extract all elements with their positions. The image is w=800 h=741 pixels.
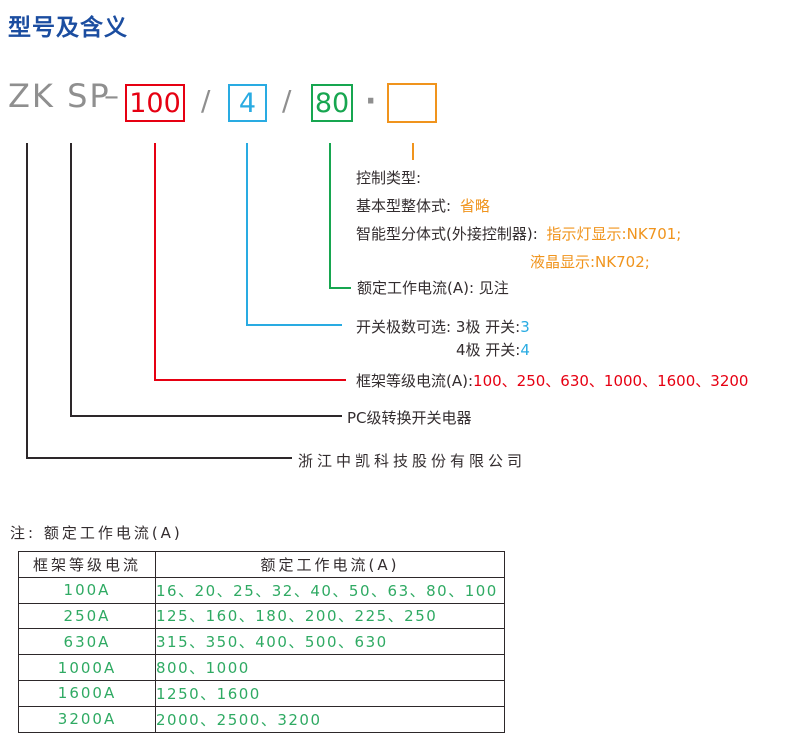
- table-cell-rated: 16、20、25、32、40、50、63、80、100: [155, 576, 505, 604]
- connector-frame-vertical: [154, 143, 156, 381]
- table-cell-frame: 3200A: [18, 705, 156, 733]
- annotation-poles-line1: 开关极数可选: 3极 开关:3: [356, 318, 530, 336]
- model-code-slash-1: /: [201, 84, 211, 117]
- annotation-poles-line2: 4极 开关:4: [456, 341, 530, 359]
- model-code-dot: ·: [365, 84, 377, 119]
- connector-company-vertical: [26, 143, 28, 459]
- table-header-rated: 额定工作电流(A): [155, 551, 505, 578]
- connector-product-vertical: [70, 143, 72, 417]
- annotation-poles-value-3: 3: [520, 318, 530, 336]
- connector-company-horizontal: [26, 457, 292, 459]
- table-cell-rated: 315、350、400、500、630: [155, 628, 505, 656]
- model-segment-rated-current: 80: [311, 84, 353, 122]
- table-header-frame: 框架等级电流: [18, 551, 156, 578]
- annotation-poles-line2-label: 4极 开关:: [456, 341, 521, 359]
- connector-frame-horizontal: [154, 379, 346, 381]
- annotation-smart-value-2: 液晶显示:NK702;: [530, 253, 650, 271]
- page-title: 型号及含义: [8, 15, 128, 41]
- annotation-basic-label: 基本型整体式:: [356, 197, 452, 215]
- annotation-smart-value-1: 指示灯显示:NK701;: [546, 225, 682, 243]
- table-row: 100A 16、20、25、32、40、50、63、80、100: [18, 576, 505, 604]
- table-cell-frame: 630A: [18, 628, 156, 656]
- connector-poles-horizontal: [246, 324, 342, 326]
- annotation-rated-current: 额定工作电流(A): 见注: [357, 279, 509, 297]
- model-segment-frame-current: 100: [125, 84, 185, 122]
- connector-product-horizontal: [70, 415, 342, 417]
- model-code-slash-2: /: [282, 84, 292, 117]
- connector-control-vertical: [412, 143, 414, 160]
- annotation-poles-value-4: 4: [520, 341, 530, 359]
- table-cell-frame: 100A: [18, 576, 156, 604]
- model-code-dash: –: [104, 79, 119, 114]
- table-cell-frame: 250A: [18, 602, 156, 630]
- table-cell-rated: 2000、2500、3200: [155, 705, 505, 733]
- rated-current-table: 框架等级电流 额定工作电流(A) 100A 16、20、25、32、40、50、…: [18, 551, 505, 733]
- table-cell-frame: 1000A: [18, 654, 156, 681]
- table-row: 1600A 1250、1600: [18, 679, 505, 707]
- note-title: 注: 额定工作电流(A): [10, 524, 183, 542]
- annotation-basic-value: 省略: [459, 197, 490, 215]
- annotation-frame-label: 框架等级电流(A):: [356, 372, 474, 390]
- table-row: 250A 125、160、180、200、225、250: [18, 602, 505, 630]
- annotation-frame-current: 框架等级电流(A):100、250、630、1000、1600、3200: [356, 372, 748, 390]
- annotation-smart-type: 智能型分体式(外接控制器): 指示灯显示:NK701;: [356, 225, 681, 243]
- table-cell-rated: 800、1000: [155, 654, 505, 681]
- model-segment-control-type: [387, 83, 437, 123]
- connector-rated-horizontal: [329, 287, 351, 289]
- connector-poles-vertical: [246, 143, 248, 326]
- annotation-company: 浙江中凯科技股份有限公司: [298, 452, 527, 470]
- annotation-basic-type: 基本型整体式: 省略: [356, 197, 490, 215]
- table-row: 1000A 800、1000: [18, 654, 505, 681]
- table-cell-rated: 125、160、180、200、225、250: [155, 602, 505, 630]
- table-row: 3200A 2000、2500、3200: [18, 705, 505, 733]
- table-header-row: 框架等级电流 额定工作电流(A): [18, 551, 505, 578]
- connector-rated-vertical: [329, 143, 331, 289]
- annotation-poles-label: 开关极数可选: 3极 开关:: [356, 318, 521, 336]
- table-cell-rated: 1250、1600: [155, 679, 505, 707]
- model-code-prefix: ZK SP: [8, 77, 111, 115]
- annotation-product: PC级转换开关电器: [347, 409, 472, 427]
- annotation-frame-values: 100、250、630、1000、1600、3200: [473, 372, 749, 390]
- annotation-smart-label: 智能型分体式(外接控制器):: [356, 225, 538, 243]
- annotation-control-heading: 控制类型:: [356, 169, 422, 187]
- model-segment-poles: 4: [228, 84, 267, 122]
- table-row: 630A 315、350、400、500、630: [18, 628, 505, 656]
- table-cell-frame: 1600A: [18, 679, 156, 707]
